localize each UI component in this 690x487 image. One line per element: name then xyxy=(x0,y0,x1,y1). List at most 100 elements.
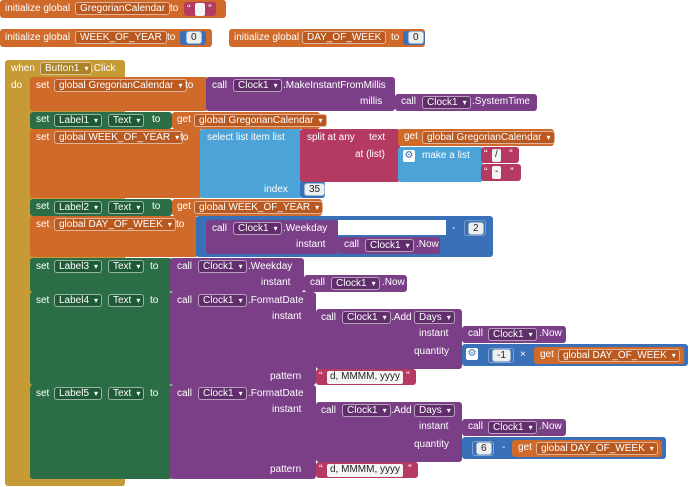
split-at-any-block[interactable]: split at any text at (list) xyxy=(300,129,400,182)
add-days-call-block[interactable]: call Clock1 .Add Days instant quantity xyxy=(316,402,462,462)
now-call-block[interactable]: call Clock1 .Now xyxy=(462,326,566,343)
global-variable-dropdown[interactable]: global GregorianCalendar xyxy=(422,131,555,144)
set-label: set xyxy=(36,261,50,272)
init-global-day-block[interactable]: initialize global DAY_OF_WEEK to 0 xyxy=(229,29,425,47)
get-global-day-block[interactable]: get global DAY_OF_WEEK xyxy=(534,347,684,364)
add-days-call-block[interactable]: call Clock1 .Add Days instant quantity xyxy=(316,309,462,369)
get-global-gregorian-block[interactable]: get global GregorianCalendar xyxy=(172,112,327,129)
set-label5-text-block[interactable]: set Label5 Text to xyxy=(30,385,172,479)
weekday-call-block[interactable]: call Clock1 .Weekday instant xyxy=(170,258,304,292)
get-global-day-block[interactable]: get global DAY_OF_WEEK xyxy=(512,440,662,457)
event-component-dropdown[interactable]: Button1 xyxy=(40,62,93,75)
clock-component-dropdown[interactable]: Clock1 xyxy=(365,239,414,252)
week-init-value[interactable]: 0 xyxy=(186,31,202,44)
call-label: call xyxy=(177,261,193,272)
format-date-call-block[interactable]: call Clock1 .FormatDate instant pattern xyxy=(170,385,316,479)
set-label: set xyxy=(36,201,50,212)
init-global-week-block[interactable]: initialize global WEEK_OF_YEAR to 0 xyxy=(0,29,212,47)
global-variable-dropdown[interactable]: global DAY_OF_WEEK xyxy=(558,349,680,362)
text-property-dropdown[interactable]: Text xyxy=(108,260,145,273)
set-label2-text-block[interactable]: set Label2 Text to xyxy=(30,199,172,216)
subtract-block[interactable]: 6 - get global DAY_OF_WEEK xyxy=(462,437,666,459)
set-label4-text-block[interactable]: set Label4 Text to xyxy=(30,292,172,385)
empty-text-block[interactable]: “ ” xyxy=(184,2,216,16)
get-global-gregorian-block[interactable]: get global GregorianCalendar xyxy=(398,129,555,146)
index-value[interactable]: 35 xyxy=(304,183,326,196)
to-label: to xyxy=(167,32,176,43)
weekday-call-block[interactable]: call Clock1 .Weekday instant xyxy=(206,220,338,254)
clock-component-dropdown[interactable]: Clock1 xyxy=(342,311,391,324)
six-value[interactable]: 6 xyxy=(476,442,492,455)
now-call-block[interactable]: call Clock1 .Now xyxy=(462,419,566,436)
format-date-call-block[interactable]: call Clock1 .FormatDate instant pattern xyxy=(170,292,316,385)
global-gregorian-name-field[interactable]: GregorianCalendar xyxy=(75,2,171,15)
time-unit-dropdown[interactable]: Days xyxy=(414,404,455,417)
number-block[interactable]: 2 xyxy=(464,220,486,236)
clock-component-dropdown[interactable]: Clock1 xyxy=(233,79,282,92)
clock-component-dropdown[interactable]: Clock1 xyxy=(198,294,247,307)
get-global-week-block[interactable]: get global WEEK_OF_YEAR xyxy=(172,199,324,216)
index-number-block[interactable]: 35 xyxy=(300,181,326,198)
number-block[interactable]: 0 xyxy=(180,31,206,45)
at-list-label: at (list) xyxy=(355,149,385,160)
separator-slash-text-block[interactable]: “ / ” xyxy=(481,147,519,163)
empty-text-field[interactable] xyxy=(195,3,205,16)
number-block[interactable]: 6 xyxy=(472,441,494,456)
clock-component-dropdown[interactable]: Clock1 xyxy=(488,421,537,434)
clock-component-dropdown[interactable]: Clock1 xyxy=(198,387,247,400)
pattern-text-block[interactable]: “ d, MMMM, yyyy ” xyxy=(316,369,416,385)
global-day-name-field[interactable]: DAY_OF_WEEK xyxy=(302,31,387,44)
subtract-value[interactable]: 2 xyxy=(468,222,484,235)
clock-component-dropdown[interactable]: Clock1 xyxy=(342,404,391,417)
day-init-value[interactable]: 0 xyxy=(408,31,424,44)
make-a-list-block[interactable]: ⚙ make a list xyxy=(398,147,483,182)
text-property-dropdown[interactable]: Text xyxy=(108,294,145,307)
separator-slash-field[interactable]: / xyxy=(492,149,501,162)
select-list-item-block[interactable]: select list item list index xyxy=(200,129,302,198)
date-pattern-field[interactable]: d, MMMM, yyyy xyxy=(327,464,403,477)
label-component-dropdown[interactable]: Label4 xyxy=(54,294,103,307)
global-variable-dropdown[interactable]: global WEEK_OF_YEAR xyxy=(194,201,324,214)
clock-component-dropdown[interactable]: Clock1 xyxy=(198,260,247,273)
label-component-dropdown[interactable]: Label5 xyxy=(54,387,103,400)
make-instant-from-millis-block[interactable]: call Clock1 .MakeInstantFromMillis milli… xyxy=(206,77,395,111)
text-property-dropdown[interactable]: Text xyxy=(108,387,145,400)
separator-dash-field[interactable]: - xyxy=(492,166,502,179)
global-variable-dropdown[interactable]: global GregorianCalendar xyxy=(54,79,187,92)
set-label1-text-block[interactable]: set Label1 Text to xyxy=(30,112,172,129)
gear-icon[interactable]: ⚙ xyxy=(403,150,415,162)
number-block[interactable]: -1 xyxy=(488,348,514,363)
text-label: text xyxy=(369,132,386,143)
date-pattern-field[interactable]: d, MMMM, yyyy xyxy=(327,371,403,384)
time-unit-dropdown[interactable]: Days xyxy=(414,311,455,324)
text-property-dropdown[interactable]: Text xyxy=(108,114,145,127)
text-property-dropdown[interactable]: Text xyxy=(108,201,145,214)
label-component-dropdown[interactable]: Label3 xyxy=(54,260,103,273)
clock-component-dropdown[interactable]: Clock1 xyxy=(488,328,537,341)
weekday-input-slot xyxy=(338,220,446,235)
global-variable-dropdown[interactable]: global GregorianCalendar xyxy=(194,114,327,127)
set-label3-text-block[interactable]: set Label3 Text to xyxy=(30,258,172,292)
clock-component-dropdown[interactable]: Clock1 xyxy=(233,222,282,235)
set-global-gregorian-block[interactable]: set global GregorianCalendar to xyxy=(30,77,208,111)
now-call-block[interactable]: call Clock1 .Now xyxy=(304,275,407,292)
negative-one-value[interactable]: -1 xyxy=(492,349,511,362)
gear-icon[interactable]: ⚙ xyxy=(466,348,478,360)
clock-component-dropdown[interactable]: Clock1 xyxy=(422,96,471,109)
number-block[interactable]: 0 xyxy=(403,31,425,45)
label-component-dropdown[interactable]: Label2 xyxy=(54,201,103,214)
now-call-block[interactable]: call Clock1 .Now xyxy=(338,237,440,254)
pattern-text-block[interactable]: “ d, MMMM, yyyy ” xyxy=(316,462,418,478)
label-component-dropdown[interactable]: Label1 xyxy=(54,114,103,127)
set-global-week-block[interactable]: set global WEEK_OF_YEAR to xyxy=(30,129,202,198)
multiply-block[interactable]: ⚙ -1 × get global DAY_OF_WEEK xyxy=(462,344,688,366)
global-variable-dropdown[interactable]: global WEEK_OF_YEAR xyxy=(54,131,184,144)
separator-dash-text-block[interactable]: “ - ” xyxy=(481,164,521,181)
init-global-gregorian-block[interactable]: initialize global GregorianCalendar to “… xyxy=(0,0,226,18)
global-variable-dropdown[interactable]: global DAY_OF_WEEK xyxy=(54,218,176,231)
system-time-block[interactable]: call Clock1 .SystemTime xyxy=(395,94,537,111)
clock-component-dropdown[interactable]: Clock1 xyxy=(331,277,380,290)
global-week-name-field[interactable]: WEEK_OF_YEAR xyxy=(75,31,167,44)
set-global-day-block[interactable]: set global DAY_OF_WEEK to xyxy=(30,216,198,257)
global-variable-dropdown[interactable]: global DAY_OF_WEEK xyxy=(536,442,658,455)
